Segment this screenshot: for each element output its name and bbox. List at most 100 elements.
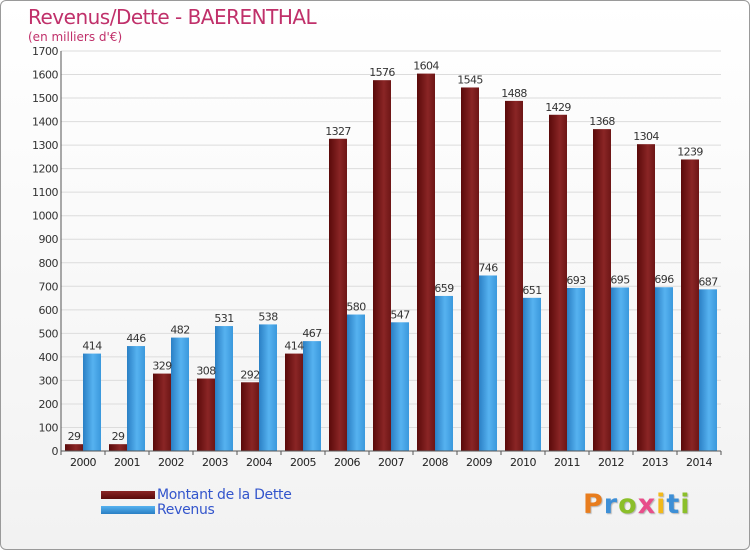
x-tick-label: 2012 bbox=[598, 456, 624, 469]
legend-item-revenue: Revenus bbox=[101, 501, 292, 518]
revenue-bar bbox=[83, 353, 101, 451]
x-tick-label: 2000 bbox=[70, 456, 96, 469]
debt-value-label: 292 bbox=[240, 368, 259, 381]
revenue-bar bbox=[523, 297, 541, 451]
revenue-value-label: 651 bbox=[522, 284, 541, 297]
debt-value-label: 1239 bbox=[677, 145, 703, 158]
legend-label-revenue: Revenus bbox=[157, 501, 215, 518]
revenue-bar bbox=[479, 275, 497, 451]
x-tick-label: 2010 bbox=[510, 456, 536, 469]
y-tick-label: 900 bbox=[39, 233, 59, 246]
x-tick-label: 2004 bbox=[246, 456, 272, 469]
revenue-bar bbox=[127, 346, 145, 451]
revenue-bar bbox=[655, 287, 673, 451]
debt-value-label: 1576 bbox=[369, 66, 395, 79]
x-tick-label: 2006 bbox=[334, 456, 360, 469]
revenue-value-label: 482 bbox=[170, 324, 189, 337]
legend: Montant de la Dette Revenus bbox=[101, 487, 292, 518]
debt-bar bbox=[681, 159, 699, 451]
y-tick-label: 800 bbox=[39, 257, 59, 270]
revenue-value-label: 695 bbox=[610, 273, 630, 286]
y-tick-label: 1400 bbox=[32, 116, 58, 129]
revenue-bar bbox=[391, 322, 409, 451]
debt-bar bbox=[197, 378, 215, 451]
chart-subtitle: (en milliers d'€) bbox=[28, 30, 123, 44]
y-tick-label: 200 bbox=[39, 398, 59, 411]
x-tick-label: 2011 bbox=[554, 456, 580, 469]
revenue-bar bbox=[171, 337, 189, 451]
y-tick-label: 300 bbox=[39, 374, 59, 387]
logo-letter: P bbox=[583, 489, 604, 520]
x-tick-label: 2014 bbox=[686, 456, 712, 469]
logo-letter: i bbox=[656, 489, 667, 520]
debt-bar bbox=[241, 382, 259, 451]
debt-value-label: 308 bbox=[196, 365, 216, 378]
revenue-value-label: 696 bbox=[654, 273, 674, 286]
debt-value-label: 29 bbox=[68, 430, 81, 443]
y-tick-label: 400 bbox=[39, 351, 59, 364]
x-tick-label: 2005 bbox=[290, 456, 316, 469]
debt-value-label: 1304 bbox=[633, 130, 659, 143]
x-tick-label: 2008 bbox=[422, 456, 448, 469]
y-tick-label: 500 bbox=[39, 327, 59, 340]
revenue-bar bbox=[611, 287, 629, 451]
legend-item-debt: Montant de la Dette bbox=[101, 487, 292, 503]
y-tick-label: 0 bbox=[52, 445, 59, 458]
debt-bar bbox=[109, 444, 127, 451]
y-tick-label: 1200 bbox=[32, 163, 58, 176]
x-tick-label: 2002 bbox=[158, 456, 184, 469]
revenue-bar bbox=[567, 287, 585, 451]
revenue-bar bbox=[259, 324, 277, 451]
debt-bar bbox=[373, 80, 391, 452]
chart-title: Revenus/Dette - BAERENTHAL bbox=[28, 5, 317, 29]
debt-bar bbox=[285, 353, 303, 451]
debt-value-label: 29 bbox=[112, 430, 125, 443]
revenue-value-label: 538 bbox=[258, 310, 278, 323]
revenue-value-label: 467 bbox=[302, 327, 322, 340]
revenue-bar bbox=[347, 314, 365, 451]
debt-value-label: 414 bbox=[284, 340, 304, 353]
debt-value-label: 1604 bbox=[413, 60, 439, 73]
debt-bar bbox=[417, 73, 435, 452]
revenue-bar bbox=[435, 295, 453, 451]
logo-letter: r bbox=[603, 489, 619, 520]
debt-bar bbox=[593, 129, 611, 451]
legend-swatch-debt bbox=[101, 490, 155, 499]
revenue-value-label: 547 bbox=[390, 308, 410, 321]
debt-bar bbox=[329, 138, 347, 451]
logo-letter: i bbox=[680, 489, 691, 520]
revenue-value-label: 693 bbox=[566, 274, 586, 287]
revenue-value-label: 446 bbox=[126, 332, 146, 345]
logo-letter: t bbox=[666, 489, 681, 520]
legend-swatch-revenue bbox=[101, 505, 155, 514]
y-tick-label: 700 bbox=[39, 280, 59, 293]
x-tick-label: 2009 bbox=[466, 456, 492, 469]
y-tick-label: 1500 bbox=[32, 92, 58, 105]
debt-bar bbox=[153, 373, 171, 451]
x-tick-label: 2003 bbox=[202, 456, 228, 469]
debt-bar bbox=[637, 144, 655, 452]
debt-bar bbox=[505, 100, 523, 451]
debt-value-label: 1545 bbox=[457, 73, 483, 86]
y-tick-label: 1600 bbox=[32, 69, 58, 82]
y-tick-label: 1100 bbox=[32, 186, 58, 199]
proxiti-logo: Proxiti bbox=[583, 489, 691, 520]
debt-value-label: 1368 bbox=[589, 115, 615, 128]
axis-layer: 0 100 200 300 400 500 600 700 800 900 1000 1100 1200… bbox=[32, 45, 722, 469]
debt-value-label: 1327 bbox=[325, 125, 351, 138]
debt-value-label: 1488 bbox=[501, 87, 527, 100]
revenue-value-label: 414 bbox=[82, 340, 102, 353]
revenue-value-label: 580 bbox=[346, 301, 366, 314]
debt-bar bbox=[65, 444, 83, 451]
x-tick-label: 2013 bbox=[642, 456, 668, 469]
revenue-bar bbox=[215, 326, 233, 451]
labels-layer: 2941429446329482308531292538414467132758… bbox=[68, 60, 719, 444]
revenue-value-label: 659 bbox=[434, 282, 454, 295]
logo-letter: x bbox=[637, 489, 657, 520]
revenue-bar bbox=[303, 341, 321, 451]
x-tick-label: 2001 bbox=[114, 456, 140, 469]
revenue-value-label: 531 bbox=[214, 312, 233, 325]
logo-letter: o bbox=[618, 489, 638, 520]
